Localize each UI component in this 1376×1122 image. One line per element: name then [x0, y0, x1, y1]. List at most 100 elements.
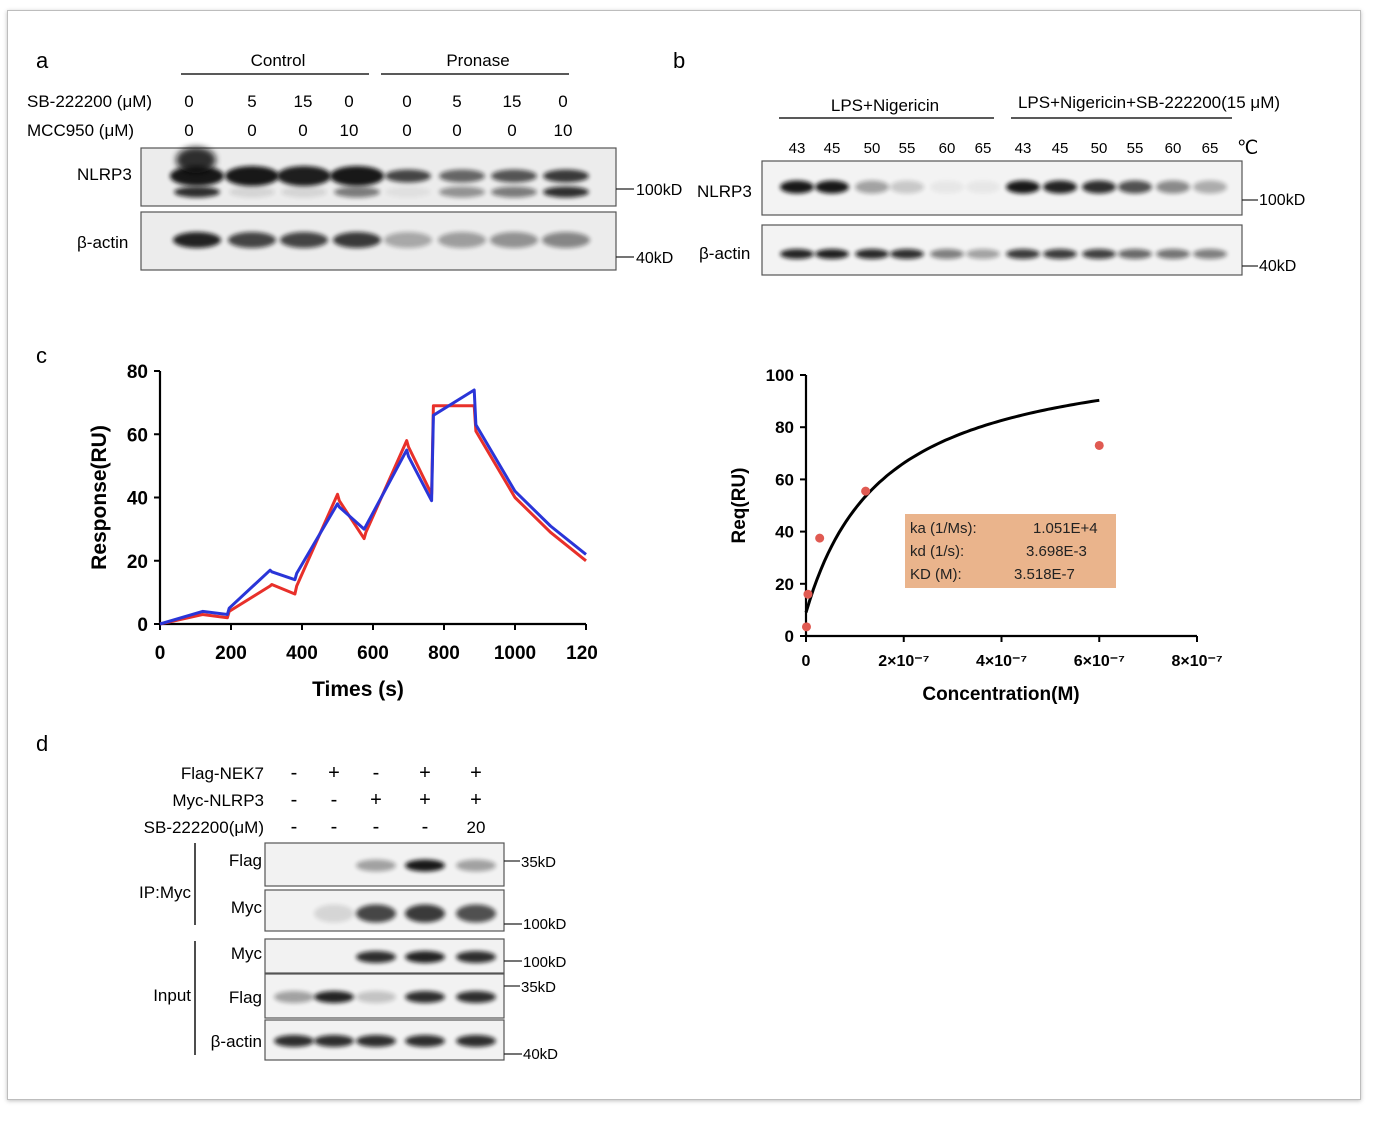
- lane-sign: -: [291, 816, 298, 838]
- y-tick-label: 100: [766, 366, 794, 385]
- temp-label: 43: [789, 140, 806, 157]
- nlrp3-lower-band: [174, 186, 220, 198]
- actin-band: [815, 249, 849, 259]
- nlrp3-band: [330, 166, 384, 186]
- actin-band: [966, 249, 1000, 259]
- temp-label: 43: [1015, 140, 1032, 157]
- nlrp3-lower-band: [543, 186, 589, 198]
- mcc-value: 0: [452, 121, 461, 140]
- x-axis-title: Concentration(M): [922, 684, 1079, 705]
- marker-d-100kd-a: 100kD: [523, 916, 567, 933]
- y-tick-label: 20: [775, 575, 794, 594]
- actin-band: [1006, 249, 1040, 259]
- blot-d-myc-ip: Myc: [231, 898, 263, 917]
- y-tick-label: 40: [775, 523, 794, 542]
- x-tick-label: 0: [155, 643, 166, 664]
- y-axis-title: Req(RU): [729, 468, 750, 544]
- marker-d-100kd-b: 100kD: [523, 954, 567, 971]
- data-point: [1094, 440, 1104, 450]
- temp-label: 50: [864, 140, 881, 157]
- blot-d-band: [405, 951, 445, 963]
- lane-sign: +: [419, 762, 431, 784]
- actin-band: [542, 232, 590, 248]
- mcc-value: 0: [184, 121, 193, 140]
- nlrp3-lower-band: [491, 186, 537, 198]
- blot-d-myc-input: Myc: [231, 944, 263, 963]
- lane-sign: -: [373, 762, 380, 784]
- fit-kd-value: 3.698E-3: [1026, 543, 1087, 560]
- lane-sign: +: [470, 789, 482, 811]
- lane-sign: -: [373, 816, 380, 838]
- mcc-value: 10: [340, 121, 359, 140]
- nlrp3-band: [966, 180, 1000, 194]
- lane-sign: +: [328, 762, 340, 784]
- actin-band: [1193, 249, 1227, 259]
- lane-sign: +: [419, 789, 431, 811]
- marker-d-35kd-a: 35kD: [521, 854, 556, 871]
- data-point: [815, 533, 825, 543]
- nlrp3-band: [543, 169, 589, 183]
- binding-isotherm-chart: 0 2×10⁻⁷ 4×10⁻⁷ 6×10⁻⁷ 8×10⁻⁷ 0 20 40 60 80 100 Con…: [729, 366, 1223, 705]
- sensorgram-series-2: [159, 388, 587, 626]
- nlrp3-band: [930, 180, 964, 194]
- temp-label: 45: [824, 140, 841, 157]
- actin-band: [438, 232, 486, 248]
- temp-label: 45: [1052, 140, 1069, 157]
- nlrp3-band: [1118, 180, 1152, 194]
- blot-d-band: [356, 904, 396, 923]
- nlrp3-lower-band: [281, 186, 327, 198]
- actin-band: [930, 249, 964, 259]
- nlrp3-band: [170, 166, 224, 186]
- actin-band: [1043, 249, 1077, 259]
- y-tick-label: 80: [127, 362, 148, 383]
- mcc-value: 0: [247, 121, 256, 140]
- temp-label: 65: [975, 140, 992, 157]
- fit-ka-value: 1.051E+4: [1033, 520, 1098, 537]
- nlrp3-band: [439, 169, 485, 183]
- actin-band: [1118, 249, 1152, 259]
- marker-b-40kd: 40kD: [1259, 258, 1296, 275]
- blot-d-band: [456, 859, 496, 872]
- blot-label-actin: β-actin: [77, 233, 128, 252]
- data-point: [801, 622, 811, 632]
- y-tick-label: 40: [127, 489, 148, 510]
- x-tick-label: 1000: [494, 643, 536, 664]
- sb-value: 15: [503, 92, 522, 111]
- group-input: Input: [153, 986, 191, 1005]
- actin-band: [1156, 249, 1190, 259]
- row-sb: SB-222200(μM): [144, 818, 264, 837]
- temp-unit: ℃: [1237, 138, 1258, 159]
- blot-d-band: [456, 951, 496, 963]
- blot-d-band: [456, 1035, 496, 1047]
- blot-b-label-nlrp3: NLRP3: [697, 182, 752, 201]
- actin-band: [890, 249, 924, 259]
- blot-d-band: [405, 859, 445, 872]
- actin-band: [280, 232, 328, 248]
- group-lps-sb: LPS+Nigericin+SB-222200(15 μM): [1018, 93, 1280, 112]
- fit-ka-label: ka (1/Ms):: [910, 520, 977, 537]
- temp-label: 65: [1202, 140, 1219, 157]
- lane-sign: -: [331, 789, 338, 811]
- lane-sign: -: [331, 816, 338, 838]
- temp-label: 60: [939, 140, 956, 157]
- blot-d-flag-ip: Flag: [229, 851, 262, 870]
- marker-b-100kd: 100kD: [1259, 192, 1305, 209]
- nlrp3-band: [277, 166, 331, 186]
- nlrp3-band: [1043, 180, 1077, 194]
- x-tick-label: 400: [286, 643, 318, 664]
- group-ip-myc: IP:Myc: [139, 883, 191, 902]
- actin-band: [855, 249, 889, 259]
- blot-d-band: [456, 904, 496, 923]
- group-pronase: Pronase: [446, 51, 509, 70]
- nlrp3-lower-band: [334, 186, 380, 198]
- fit-curve: [804, 398, 1100, 613]
- row-myc-nlrp3: Myc-NLRP3: [172, 791, 264, 810]
- sb-value: 0: [344, 92, 353, 111]
- blot-d-band: [314, 904, 354, 923]
- sb-value: 0: [558, 92, 567, 111]
- actin-band: [333, 232, 381, 248]
- x-tick-label: 6×10⁻⁷: [1074, 653, 1125, 670]
- fit-kd-label: kd (1/s):: [910, 543, 964, 560]
- sb-value: 0: [184, 92, 193, 111]
